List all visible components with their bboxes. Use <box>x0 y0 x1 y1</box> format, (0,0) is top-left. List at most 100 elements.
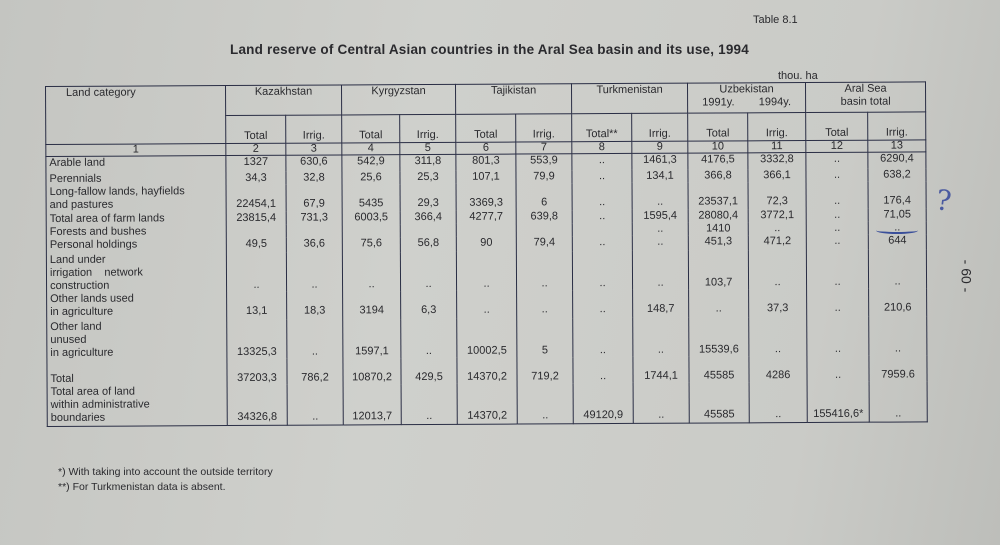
column-number: 5 <box>399 142 456 155</box>
table-cell: 6003,5 <box>342 211 401 225</box>
table-cell: .. <box>456 290 517 319</box>
footnote-2: **) For Turkmenistan data is absent. <box>58 481 226 493</box>
row-label: Land under irrigation network construction <box>46 253 227 293</box>
table-cell <box>456 223 517 237</box>
subheader-cell: Total** <box>571 113 632 142</box>
table-cell: 1595,4 <box>632 209 689 223</box>
table-cell: 366,1 <box>747 169 807 183</box>
table-cell: 542,9 <box>341 154 400 172</box>
table-cell: 731,3 <box>286 211 343 225</box>
table-cell: 451,3 <box>688 235 749 251</box>
table-cell: 13,1 <box>226 291 287 321</box>
row-label-line: Total <box>50 372 74 385</box>
table-cell: 6,3 <box>400 290 457 320</box>
table-cell: 311,8 <box>399 154 456 172</box>
table-cell: .. <box>748 250 807 290</box>
table-cell: .. <box>806 288 869 318</box>
row-label-line: Other land <box>50 320 102 333</box>
table-cell: 4286 <box>748 356 808 383</box>
header-aral-total: Aral Sea basin total <box>805 81 926 113</box>
column-number: 9 <box>631 141 688 154</box>
table-cell: .. <box>401 383 458 425</box>
table-cell: 13325,3 <box>226 319 287 360</box>
table-cell: .. <box>572 182 633 211</box>
header-tajikistan: Tajikistan <box>455 83 572 115</box>
table-cell: 71,05 <box>868 208 927 222</box>
table-cell: 3194 <box>342 291 401 320</box>
subheader-cell: Irrig. <box>867 111 926 141</box>
table-cell: .. <box>572 250 633 291</box>
table-cell: 15539,6 <box>688 317 749 357</box>
row-label-line: Land under <box>49 253 106 266</box>
table-cell <box>286 224 343 238</box>
row-label: Perennials <box>45 172 227 186</box>
row-label: Total area of land within administrative b… <box>47 385 228 427</box>
table-cell: .. <box>805 168 869 183</box>
table-cell: .. <box>632 182 689 210</box>
table-cell: .. <box>286 319 343 359</box>
year-1994: 1994y. <box>758 96 792 109</box>
table-cell: 23815,4 <box>226 211 287 226</box>
row-label: Personal holdings <box>46 238 227 254</box>
row-label-line: Other lands used <box>50 292 134 305</box>
table-cell: 14370,2 <box>457 383 518 425</box>
table-cell: .. <box>572 356 634 384</box>
table-cell: 429,5 <box>400 357 458 385</box>
row-label-line: Total area of land <box>50 385 136 398</box>
row-label: Arable land <box>45 155 226 173</box>
column-number: 11 <box>747 140 806 153</box>
table-cell: 72,3 <box>748 182 807 210</box>
table-cell: .. <box>806 234 869 251</box>
subheader-cell: Irrig. <box>631 113 688 142</box>
table-cell: 56,8 <box>400 236 457 253</box>
row-label-line: construction <box>50 279 110 292</box>
row-label-line: in agriculture <box>50 346 114 359</box>
table-cell: 1744,1 <box>632 356 690 383</box>
table-cell: 29,3 <box>400 183 457 212</box>
table-cell: 366,8 <box>687 169 749 183</box>
table-cell: .. <box>632 250 689 290</box>
table-cell: 7959.6 <box>868 355 928 382</box>
subheader-cell: Total <box>455 114 516 143</box>
subheader-cell: Irrig. <box>399 114 456 143</box>
row-label-line: and pastures <box>49 198 114 211</box>
column-number: 13 <box>867 139 926 153</box>
subheader-cell: Total <box>341 114 400 143</box>
table-cell: .. <box>748 222 807 236</box>
header-land-category: Land category <box>45 85 226 145</box>
table-cell: 79,9 <box>515 170 573 184</box>
table-cell: 176,4 <box>868 181 927 209</box>
table-cell: .. <box>688 289 749 318</box>
table-cell: .. <box>806 316 869 357</box>
table-cell: .. <box>572 209 633 224</box>
subheader-cell: Irrig. <box>285 114 342 144</box>
table-cell: .. <box>572 289 633 319</box>
table-cell: 107,1 <box>455 170 517 184</box>
aral-label: Aral Sea <box>844 82 887 95</box>
table-cell: 1597,1 <box>342 319 401 359</box>
year-1991: 1991y. <box>702 96 735 109</box>
table-cell: .. <box>456 251 517 291</box>
table-cell: 10002,5 <box>456 318 517 358</box>
table-cell <box>400 223 457 238</box>
table-cell: .. <box>806 221 869 236</box>
table-cell: .. <box>868 249 927 289</box>
table-cell: 639,8 <box>516 210 573 224</box>
land-reserve-table: Land category Kazakhstan Kyrgyzstan Taji… <box>45 81 928 427</box>
column-number: 2 <box>225 143 286 156</box>
table-cell: 1410 <box>688 222 749 236</box>
table-cell: .. <box>287 384 344 426</box>
handwritten-underline <box>876 227 918 234</box>
table-cell: 22454,1 <box>226 184 287 213</box>
table-cell: .. <box>571 169 633 184</box>
row-label-line: irrigation network <box>49 266 143 279</box>
table-cell: 471,2 <box>748 235 807 251</box>
table-cell: 719,2 <box>516 357 574 384</box>
row-label: Other land unused in agriculture <box>46 320 227 360</box>
table-cell: 49120,9 <box>573 382 634 424</box>
column-number: 7 <box>515 141 572 155</box>
row-label-line: unused <box>50 333 87 346</box>
table-cell: 45585 <box>688 356 750 383</box>
table-cell: 67,9 <box>286 184 343 212</box>
table-cell: 6 <box>516 183 573 211</box>
